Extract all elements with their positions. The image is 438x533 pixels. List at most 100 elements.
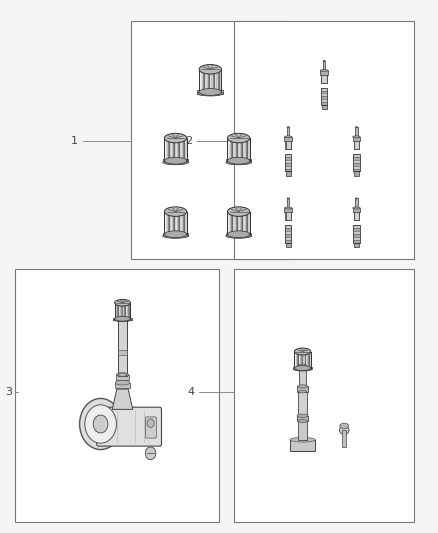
Bar <box>218 71 220 90</box>
Ellipse shape <box>355 127 357 128</box>
Circle shape <box>93 415 108 433</box>
Bar <box>298 421 307 440</box>
Bar <box>354 243 359 247</box>
Ellipse shape <box>227 231 250 238</box>
Bar <box>124 304 126 317</box>
Bar <box>285 154 291 157</box>
Bar <box>164 138 166 161</box>
Bar <box>215 71 217 90</box>
Bar <box>178 213 180 232</box>
Bar <box>285 240 291 243</box>
Bar <box>303 353 304 367</box>
FancyBboxPatch shape <box>227 138 250 161</box>
Text: 4: 4 <box>187 387 194 397</box>
Bar <box>244 213 246 232</box>
Bar <box>297 353 299 367</box>
Bar <box>285 231 291 234</box>
Bar <box>171 213 173 232</box>
Text: 1: 1 <box>71 136 78 146</box>
Bar <box>297 386 308 392</box>
Bar <box>231 213 233 232</box>
Bar <box>118 316 127 376</box>
Bar <box>15 269 219 522</box>
Ellipse shape <box>115 316 131 321</box>
Ellipse shape <box>323 60 325 61</box>
Ellipse shape <box>226 233 251 238</box>
Bar <box>118 350 127 355</box>
Bar <box>239 213 241 232</box>
Polygon shape <box>112 389 133 409</box>
Bar <box>234 213 236 232</box>
Bar <box>321 88 327 105</box>
FancyBboxPatch shape <box>227 212 250 235</box>
Bar <box>308 353 310 367</box>
Bar <box>320 70 328 75</box>
Bar <box>166 213 168 232</box>
Bar <box>162 232 188 236</box>
Ellipse shape <box>162 160 188 165</box>
Bar <box>115 303 116 319</box>
Ellipse shape <box>297 414 308 417</box>
Bar <box>173 213 175 232</box>
Bar <box>321 96 327 99</box>
Bar <box>239 140 241 159</box>
Bar <box>246 213 248 232</box>
Bar <box>227 138 229 161</box>
Bar <box>285 237 291 240</box>
Bar <box>298 392 307 416</box>
Bar <box>353 168 360 172</box>
Bar <box>168 140 170 159</box>
Bar <box>173 140 175 159</box>
Ellipse shape <box>227 157 250 164</box>
Bar <box>353 212 359 220</box>
Bar <box>285 234 291 237</box>
FancyBboxPatch shape <box>165 212 186 235</box>
Bar <box>353 231 360 234</box>
Ellipse shape <box>199 88 221 95</box>
Bar <box>234 140 236 159</box>
Bar <box>286 140 291 149</box>
FancyBboxPatch shape <box>115 303 131 319</box>
Ellipse shape <box>227 133 250 143</box>
Bar <box>321 74 327 83</box>
Ellipse shape <box>299 364 307 366</box>
Bar <box>227 138 250 161</box>
Bar <box>286 140 291 149</box>
Bar <box>203 71 205 90</box>
Bar <box>226 159 251 163</box>
Text: 3: 3 <box>5 387 12 397</box>
Bar <box>353 234 360 237</box>
Bar <box>355 127 357 137</box>
Bar <box>353 154 360 157</box>
Ellipse shape <box>294 348 311 355</box>
Bar <box>297 416 308 421</box>
Bar <box>353 154 360 172</box>
Bar <box>284 208 292 212</box>
Bar <box>244 140 246 159</box>
FancyBboxPatch shape <box>199 69 221 92</box>
Bar <box>355 198 357 208</box>
Bar <box>226 232 251 236</box>
Bar <box>234 269 414 522</box>
Bar <box>181 140 183 159</box>
Bar <box>285 157 291 160</box>
Bar <box>171 140 173 159</box>
Bar <box>237 213 238 232</box>
FancyBboxPatch shape <box>228 212 249 235</box>
Circle shape <box>145 447 156 459</box>
Bar <box>353 157 360 160</box>
Bar <box>354 172 359 175</box>
Bar <box>285 228 291 231</box>
Ellipse shape <box>227 207 250 216</box>
FancyBboxPatch shape <box>164 138 187 161</box>
Bar <box>286 212 291 220</box>
Bar <box>321 102 327 105</box>
Bar <box>168 213 170 232</box>
Bar <box>205 71 208 90</box>
Bar <box>229 213 231 232</box>
Bar <box>343 430 346 447</box>
Bar <box>237 140 238 159</box>
Bar <box>227 212 229 235</box>
Bar <box>285 163 291 166</box>
Bar <box>115 303 131 319</box>
